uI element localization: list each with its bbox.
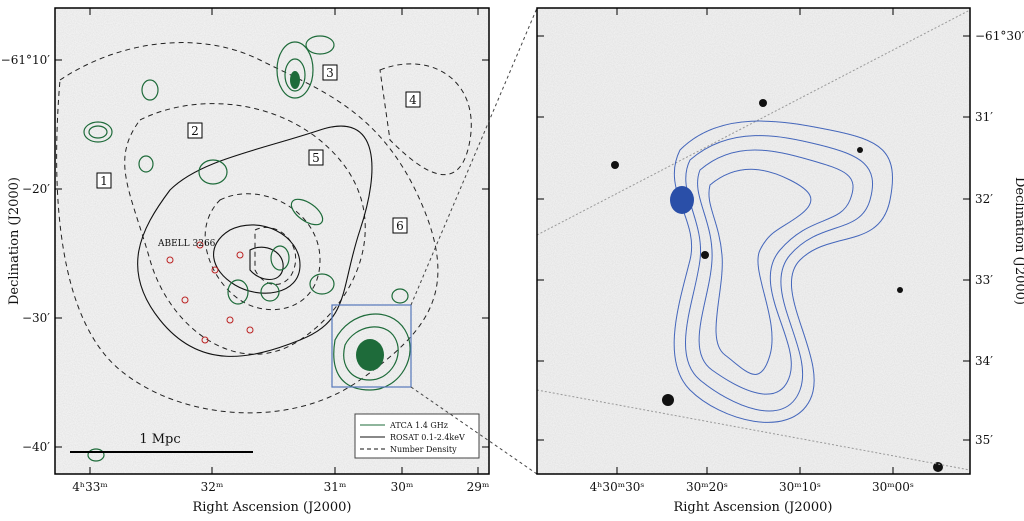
region-label: 4 [409, 93, 417, 107]
y-tick-label: 31′ [975, 110, 993, 124]
scale-bar-label: 1 Mpc [139, 432, 180, 447]
x-tick-label: 30ᵐ20ˢ [686, 480, 728, 494]
region-label: 5 [312, 151, 320, 165]
legend-label: ROSAT 0.1-2.4keV [390, 433, 465, 442]
y-tick-label: 33′ [975, 273, 993, 287]
x-axis-label: Right Ascension (J2000) [192, 500, 351, 515]
right-frame [536, 7, 971, 475]
y-axis-label: Declination (J2000) [1012, 177, 1024, 305]
y-tick-label: 34′ [975, 354, 993, 368]
region-box [322, 64, 338, 81]
x-tick-label: 30ᵐ00ˢ [872, 480, 914, 494]
region-label: 3 [326, 66, 334, 80]
region-label: 1 [100, 174, 108, 188]
region-label: 2 [191, 124, 199, 138]
x-axis-label: Right Ascension (J2000) [673, 500, 832, 515]
region-box [96, 172, 112, 189]
region-box [308, 149, 324, 166]
x-tick-label: 32ᵐ [201, 480, 224, 494]
legend-box [354, 413, 480, 459]
right-image [537, 8, 970, 474]
y-tick-label: −40′ [22, 440, 50, 454]
y-tick-label: −61°30′ [975, 29, 1024, 43]
legend-label: Number Density [390, 445, 457, 454]
legend-label: ATCA 1.4 GHz [389, 421, 448, 430]
y-tick-label: 32′ [975, 192, 993, 206]
region-label: 6 [396, 219, 404, 233]
y-tick-label: −30′ [22, 311, 50, 325]
region-box [187, 122, 203, 139]
y-tick-label: −20′ [22, 182, 50, 196]
x-tick-label: 30ᵐ [391, 480, 414, 494]
y-axis-label: Declination (J2000) [7, 177, 22, 305]
x-tick-label: 31ᵐ [324, 480, 347, 494]
zoom-connectors [410, 7, 538, 475]
x-tick-label: 4ʰ33ᵐ [72, 480, 107, 494]
cluster-label: ABELL 3266 [157, 239, 216, 249]
x-tick-label: 29ᵐ [467, 480, 490, 494]
region-box [405, 91, 421, 108]
x-tick-label: 30ᵐ10ˢ [779, 480, 821, 494]
left-image [55, 8, 489, 474]
y-tick-label: 35′ [975, 433, 993, 447]
x-tick-label: 4ʰ30ᵐ30ˢ [590, 480, 645, 494]
region-box [392, 217, 408, 234]
left-frame [54, 7, 490, 475]
y-tick-label: −61°10′ [1, 53, 51, 67]
